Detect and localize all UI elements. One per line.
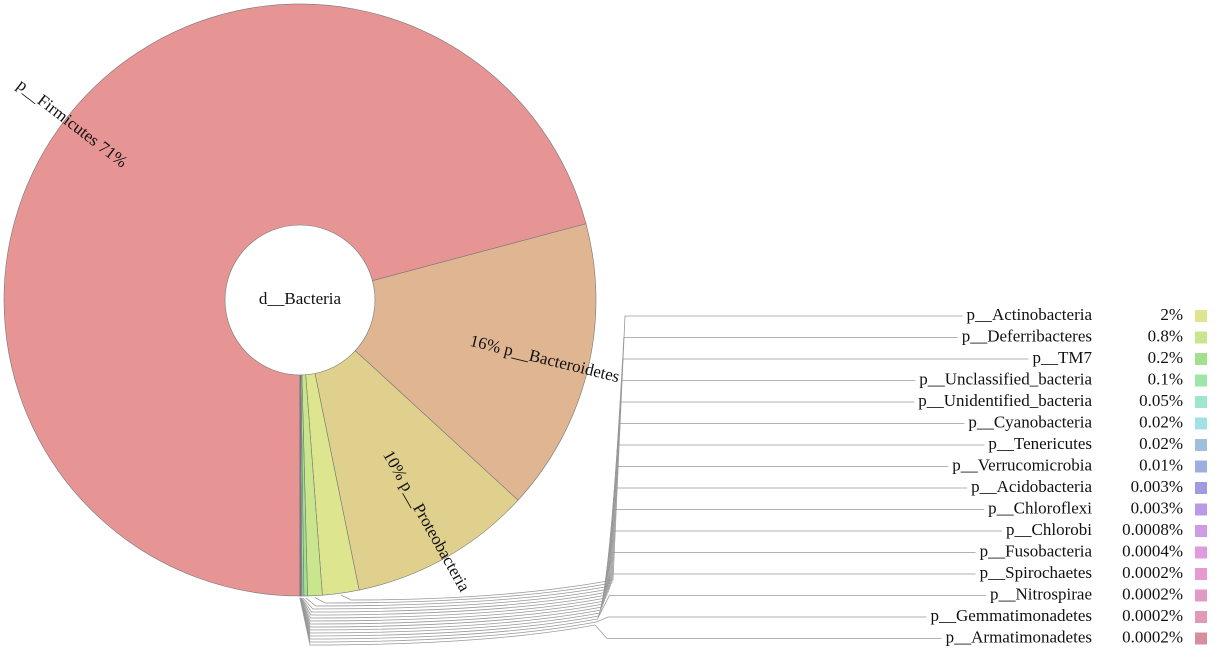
pie-slice [299, 299, 519, 591]
legend-name: p__TM7 [1033, 348, 1093, 367]
legend-swatch [1195, 568, 1207, 580]
legend-swatch [1195, 546, 1207, 559]
legend-swatch [1195, 439, 1207, 451]
legend-name: p__Cyanobacteria [968, 412, 1092, 431]
legend-value: 0.0004% [1122, 541, 1183, 560]
legend-swatch [1195, 589, 1207, 602]
legend-value: 0.05% [1139, 391, 1183, 410]
leader-line [300, 444, 985, 619]
legend-name: p__Unclassified_bacteria [919, 369, 1092, 388]
legend-name: p__Chloroflexi [988, 498, 1092, 517]
leader-line [301, 401, 915, 613]
legend-swatch [1195, 374, 1207, 387]
leader-line [299, 597, 942, 646]
leader-line [340, 315, 963, 601]
legend-swatch [1195, 482, 1207, 494]
leader-line [300, 423, 965, 616]
legend-swatch [1195, 310, 1207, 322]
legend-value: 0.0002% [1122, 584, 1183, 603]
legend-value: 0.0002% [1122, 627, 1183, 646]
legend-value: 0.8% [1148, 326, 1183, 345]
legend-value: 0.003% [1131, 498, 1183, 517]
leader-line [314, 337, 958, 604]
leader-line [302, 380, 916, 610]
leader-line [299, 466, 949, 622]
leader-line [299, 487, 968, 625]
legend-name: p__Tenericutes [988, 434, 1092, 453]
legend-value: 0.02% [1139, 412, 1183, 431]
legend-name: p__Acidobacteria [971, 477, 1092, 496]
legend-swatch [1195, 417, 1207, 430]
legend-value: 0.003% [1131, 477, 1183, 496]
legend-value: 0.0002% [1122, 563, 1183, 582]
legend-name: p__Chlorobi [1006, 520, 1092, 539]
legend-swatch [1195, 353, 1207, 365]
legend-value: 2% [1160, 305, 1183, 324]
legend-swatch [1195, 331, 1207, 344]
legend-value: 0.01% [1139, 455, 1183, 474]
legend-name: p__Deferribacteres [962, 326, 1092, 345]
legend-swatch [1195, 611, 1207, 623]
legend-swatch [1195, 396, 1207, 408]
center-label: d__Bacteria [259, 289, 342, 308]
legend-name: p__Fusobacteria [980, 541, 1093, 560]
leader-line [299, 530, 1003, 631]
legend-swatch [1195, 632, 1207, 645]
legend-value: 0.02% [1139, 434, 1183, 453]
legend-name: p__Actinobacteria [966, 305, 1092, 324]
legend-swatch [1195, 460, 1207, 473]
legend-value: 0.1% [1148, 369, 1183, 388]
legend-swatch [1195, 503, 1207, 516]
legend-name: p__Nitrospirae [990, 584, 1092, 603]
leader-line [299, 509, 985, 628]
legend-name: p__Spirochaetes [980, 563, 1092, 582]
center-hole [224, 224, 376, 376]
legend-name: p__Unidentified_bacteria [918, 391, 1092, 410]
legend-value: 0.2% [1148, 348, 1183, 367]
legend-value: 0.0008% [1122, 520, 1183, 539]
leader-line [299, 552, 976, 634]
leader-line [299, 573, 976, 637]
legend-name: p__Gemmatimonadetes [931, 606, 1092, 625]
leader-line [299, 595, 987, 640]
legend-name: p__Armatimonadetes [946, 627, 1092, 646]
leader-line [299, 597, 927, 643]
legend-value: 0.0002% [1122, 606, 1183, 625]
legend-name: p__Verrucomicrobia [952, 455, 1092, 474]
leader-line [305, 358, 1029, 607]
legend-swatch [1195, 525, 1207, 537]
